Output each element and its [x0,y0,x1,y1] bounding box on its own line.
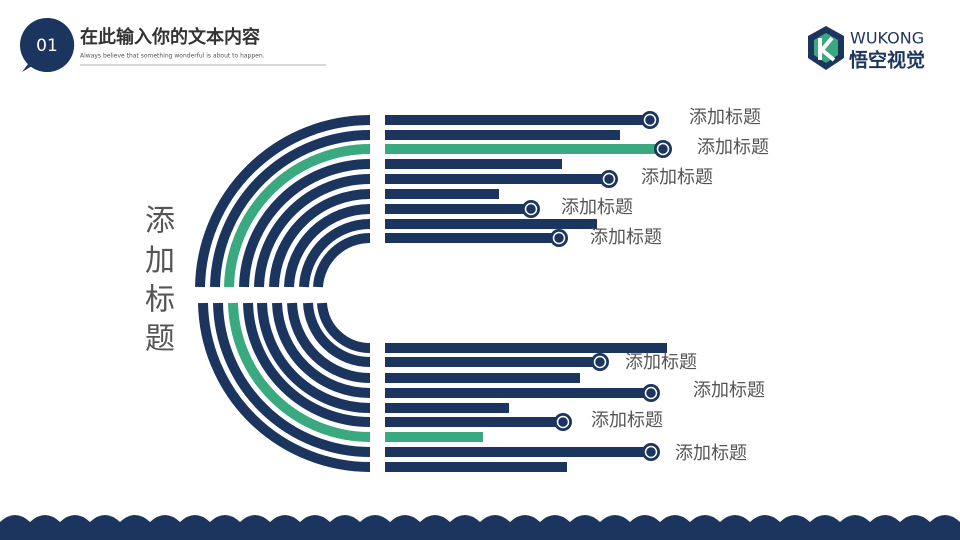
bar [385,462,567,472]
bar [385,447,651,457]
section-number: 01 [36,36,58,56]
item-label: 添加标题 [561,197,633,218]
item-label: 添加标题 [689,107,761,128]
arc [313,232,371,288]
footer-wave [0,515,960,540]
bar [385,159,562,169]
bar [385,432,483,442]
bar [385,219,597,229]
item-label: 添加标题 [590,227,662,248]
bar [385,204,531,214]
bar [385,403,509,413]
dot [642,384,660,402]
bar [385,373,580,383]
logo-k [818,36,836,62]
logo-name: 悟空视觉 [849,49,925,72]
arc [224,144,371,288]
arc [269,189,371,288]
logo-brand: WUKONG [850,29,924,48]
item-label: 添加标题 [675,443,747,464]
dot-ring [643,113,657,127]
logo: WUKONG 悟空视觉 [808,26,925,72]
footer-navy [0,515,960,540]
bar [385,189,499,199]
dot-ring [644,445,658,459]
item-label: 添加标题 [693,380,765,401]
dot [642,443,660,461]
dot [654,140,672,158]
dot [641,111,659,129]
bar [385,343,667,353]
item-label: 添加标题 [641,167,713,188]
dot [522,200,540,218]
item-label: 添加标题 [697,137,769,158]
side-title-char: 添 [145,204,175,239]
header-subtitle: Always believe that something wonderful … [80,53,265,60]
arc [287,302,371,383]
arc [243,302,371,427]
dot-ring [644,386,658,400]
arc [195,115,371,288]
number-circle [20,18,74,72]
item-label: 添加标题 [591,410,663,431]
arc [213,302,371,457]
arc [198,302,371,472]
dot-ring [556,415,570,429]
arc [303,302,371,368]
bar [385,115,650,125]
bar [385,174,609,184]
bar [385,144,663,154]
bar [385,388,651,398]
header: 01 在此输入你的文本内容 Always believe that someth… [20,17,326,72]
dot [554,413,572,431]
arc [239,159,371,288]
bar [385,233,559,243]
dot-ring [593,355,607,369]
bar [385,417,563,427]
arc [257,302,371,413]
bar [385,130,620,140]
header-title: 在此输入你的文本内容 [80,26,260,48]
side-title-char: 加 [145,244,175,279]
dot [550,229,568,247]
item-label: 添加标题 [625,352,697,373]
arc [317,302,371,354]
dot-ring [552,231,566,245]
arc [284,204,371,288]
dot [591,353,609,371]
arc [272,302,371,398]
arc [210,130,371,288]
dot-ring [656,142,670,156]
dot-ring [602,172,616,186]
c-graphic [195,111,672,472]
side-title-char: 标 [145,283,175,318]
dot [600,170,618,188]
arc [254,174,371,288]
side-title: 添加标题 [145,204,175,357]
dot-ring [524,202,538,216]
arc [299,218,371,288]
side-title-char: 题 [145,322,175,357]
bar [385,357,600,367]
arc [228,302,371,442]
